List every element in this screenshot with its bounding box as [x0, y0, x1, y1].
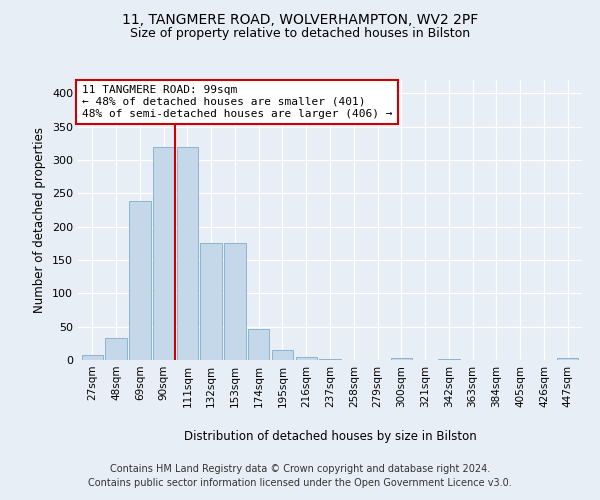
Bar [106, 338, 127, 360]
Text: Distribution of detached houses by size in Bilston: Distribution of detached houses by size … [184, 430, 476, 443]
Bar [248, 330, 269, 360]
Bar [82, 356, 103, 360]
Text: 11 TANGMERE ROAD: 99sqm
← 48% of detached houses are smaller (401)
48% of semi-d: 11 TANGMERE ROAD: 99sqm ← 48% of detache… [82, 86, 392, 118]
Bar [557, 358, 578, 360]
Bar [272, 350, 293, 360]
Bar [129, 202, 151, 360]
Bar [296, 356, 317, 360]
Bar [176, 146, 198, 360]
Text: Contains HM Land Registry data © Crown copyright and database right 2024.: Contains HM Land Registry data © Crown c… [110, 464, 490, 474]
Text: Size of property relative to detached houses in Bilston: Size of property relative to detached ho… [130, 28, 470, 40]
Bar [153, 146, 174, 360]
Bar [224, 242, 245, 360]
Y-axis label: Number of detached properties: Number of detached properties [34, 127, 46, 313]
Text: Contains public sector information licensed under the Open Government Licence v3: Contains public sector information licen… [88, 478, 512, 488]
Bar [391, 358, 412, 360]
Bar [200, 242, 222, 360]
Text: 11, TANGMERE ROAD, WOLVERHAMPTON, WV2 2PF: 11, TANGMERE ROAD, WOLVERHAMPTON, WV2 2P… [122, 12, 478, 26]
